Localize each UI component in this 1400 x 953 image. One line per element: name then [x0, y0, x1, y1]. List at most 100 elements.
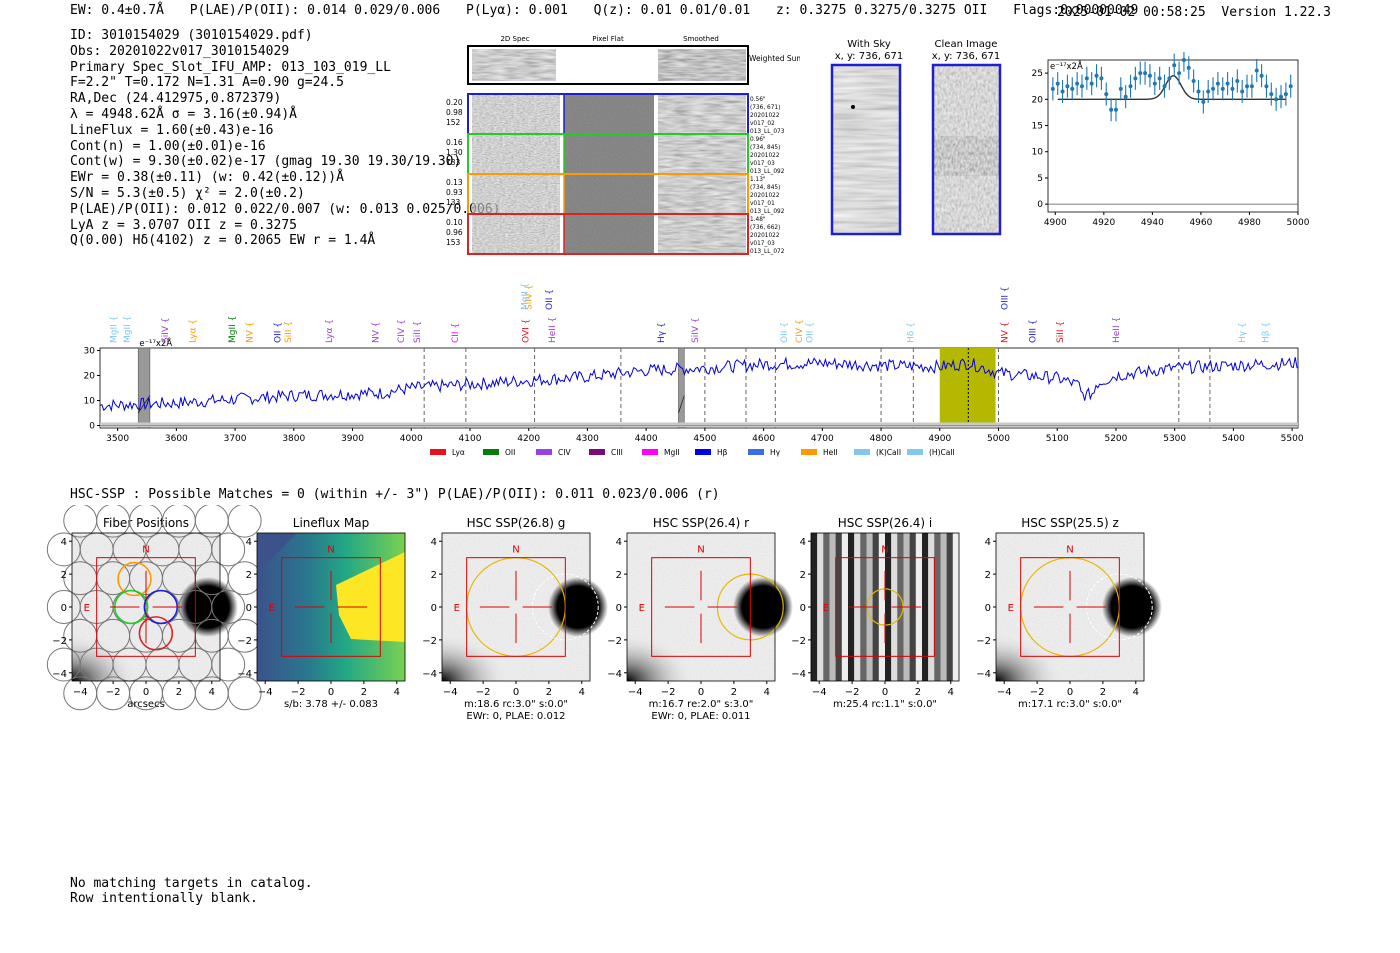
legend-swatch: [801, 449, 817, 455]
hsc-stripe: [817, 533, 824, 681]
full-xtick-label: 5100: [1046, 434, 1069, 444]
hsc-ytick-label: −2: [791, 636, 806, 647]
full-xtick-label: 4000: [400, 434, 423, 444]
legend-label: Hβ: [717, 448, 728, 457]
full-xtick-label: 4400: [635, 434, 658, 444]
zoom-data-point: [1157, 66, 1162, 90]
east-label: E: [454, 603, 460, 614]
masked-band: [137, 347, 151, 429]
cutout-2d-spec: [472, 95, 560, 133]
zoom-marker: [1128, 84, 1133, 89]
zoom-marker: [1138, 71, 1143, 76]
full-xtick-label: 3600: [165, 434, 188, 444]
weighted-sum-strip: [467, 45, 749, 85]
hsc-ytick-label: −2: [237, 636, 252, 647]
cutout-right-label: 20201022: [750, 193, 780, 199]
with-sky-coords: x, y: 736, 671: [835, 51, 904, 62]
hsc-panel-title: HSC SSP(26.4) i: [838, 516, 933, 530]
hsc-xtick-label: 0: [513, 687, 519, 698]
hsc-bright-source: [548, 577, 608, 637]
hsc-xtick-label: 4: [394, 687, 400, 698]
hsc-xtick-label: 0: [1067, 687, 1073, 698]
east-label: E: [823, 603, 829, 614]
north-label: N: [512, 545, 519, 556]
cutout-right-label: 013_LL_073: [750, 129, 785, 135]
zoom-xtick-label: 4980: [1238, 218, 1261, 228]
north-label: N: [142, 545, 149, 556]
zoom-marker: [1079, 84, 1084, 89]
hsc-panel-caption: m:18.6 rc:3.0" s:0.0": [464, 699, 568, 710]
hsc-ytick-label: 0: [800, 603, 806, 614]
info-line: Obs: 20201022v017_3010154029: [70, 43, 290, 59]
zoom-ytick-label: 25: [1032, 69, 1043, 79]
hsc-ytick-label: 2: [61, 570, 67, 581]
legend-swatch: [695, 449, 711, 455]
zoom-marker: [1254, 68, 1259, 73]
zoom-marker: [1206, 89, 1211, 94]
zoom-marker: [1162, 84, 1167, 89]
hsc-ytick-label: −2: [976, 636, 991, 647]
hsc-xtick-label: 2: [1100, 687, 1106, 698]
zoom-data-point: [1123, 85, 1128, 109]
zoom-data-point: [1230, 77, 1235, 101]
zoom-marker: [1274, 97, 1279, 102]
legend-label: HeII: [823, 448, 838, 457]
info-line: RA,Dec (24.412975,0.872379): [70, 91, 282, 107]
hsc-panel-title: HSC SSP(26.8) g: [467, 516, 566, 530]
hsc-imaging-row: Fiber Positions N E 4 2 0 −2 −4 −4 −2 0 2 4 arcsecs Li…: [46, 505, 1162, 720]
zoom-marker: [1288, 84, 1293, 89]
zoom-data-point: [1075, 72, 1080, 96]
zoom-marker: [1225, 81, 1230, 86]
zoom-data-point: [1162, 74, 1167, 98]
full-ytick-label: 10: [84, 397, 96, 407]
header-qz: Q(z): 0.01 0.01/0.01: [593, 3, 751, 18]
cutout-left-label: 0.16: [446, 138, 463, 147]
hsc-ytick-label: 2: [616, 570, 622, 581]
hsc-stripe: [829, 533, 836, 681]
flux-map-corner: [257, 533, 297, 573]
with-sky-image: [830, 63, 902, 236]
sky-images: With Sky x, y: 736, 671 Clean Image x, y…: [830, 39, 1002, 236]
zoom-data-point: [1249, 74, 1254, 98]
zoom-marker: [1279, 94, 1284, 99]
zoom-data-point: [1240, 79, 1245, 103]
zoom-marker: [1181, 58, 1186, 62]
info-line: S/N = 5.3(±0.5) χ² = 2.0(±0.2): [70, 185, 305, 201]
zoom-data-point: [1177, 61, 1182, 85]
zoom-data-point: [1167, 66, 1172, 90]
zoom-data-point: [1099, 66, 1104, 90]
zoom-marker: [1201, 99, 1206, 104]
cutout-right-label: v017_02: [750, 121, 775, 127]
hsc-ytick-label: 2: [985, 570, 991, 581]
legend-label: MgII: [664, 448, 680, 457]
hsc-ytick-label: 4: [431, 537, 437, 548]
emission-line-label: OIII {: [1000, 286, 1010, 310]
zoom-ytick-label: 20: [1032, 95, 1044, 105]
zoom-marker: [1235, 78, 1240, 83]
full-xtick-label: 4800: [870, 434, 893, 444]
legend-swatch: [642, 449, 658, 455]
fiber-highlight: [138, 616, 174, 651]
cutout-right-label: v017_03: [750, 241, 775, 247]
full-xtick-label: 4500: [693, 434, 716, 444]
noise-band: [100, 422, 1298, 427]
full-xtick-label: 4200: [517, 434, 540, 444]
hsc-stripe: [952, 533, 959, 681]
hsc-ytick-label: 2: [246, 570, 252, 581]
timestamp-version: 2025-01-02 00:58:25 Version 1.22.3: [1057, 5, 1331, 20]
emission-line-label: Hδ {: [906, 322, 916, 343]
hsc-ytick-label: 0: [616, 603, 622, 614]
hsc-panel-title: Fiber Positions: [103, 516, 189, 530]
emission-line-label: HeII {: [548, 317, 558, 343]
cutout-smoothed: [658, 215, 746, 253]
fiber-circle: [211, 647, 246, 682]
emission-line-label: MgII {: [123, 316, 133, 343]
hsc-bright-source: [733, 577, 793, 637]
cutout-right-label: (736, 662): [750, 225, 780, 231]
hsc-3arcsec-box: [281, 557, 381, 657]
hsc-ytick-label: −4: [422, 669, 437, 680]
hsc-ytick-label: −4: [791, 669, 806, 680]
detection-info: ID: 3010154029 (3010154029.pdf) Obs: 202…: [70, 28, 500, 249]
full-xtick-label: 3800: [282, 434, 305, 444]
cutout-2d-spec: [472, 175, 560, 213]
